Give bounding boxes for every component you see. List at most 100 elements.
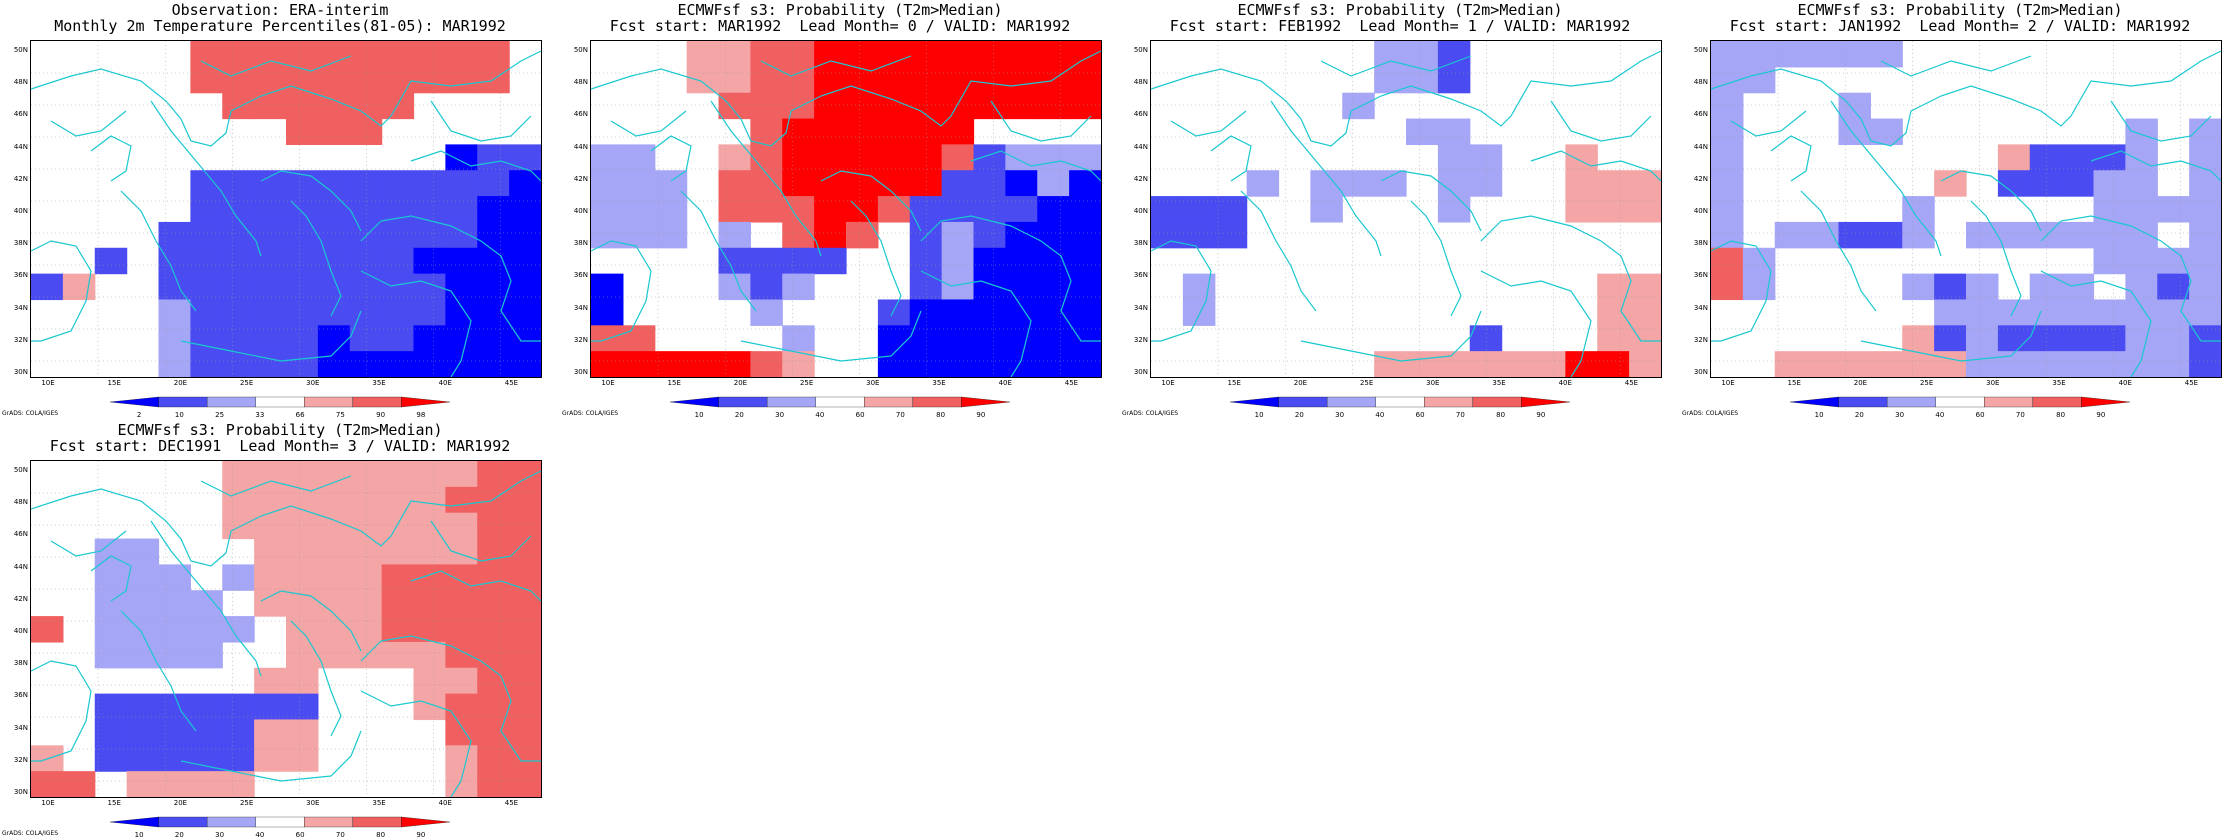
shaded-cell — [2093, 299, 2126, 326]
shaded-cell — [782, 273, 815, 301]
shaded-cell — [286, 273, 319, 301]
coastline — [31, 470, 541, 567]
shaded-cell — [1069, 170, 1101, 197]
lon-label: 25E — [239, 379, 254, 387]
shaded-cell — [1711, 221, 1744, 249]
shaded-cell — [1711, 273, 1744, 301]
shaded-cell — [158, 641, 191, 669]
shaded-cell — [877, 41, 911, 68]
shaded-cell — [846, 66, 879, 94]
shaded-cell — [349, 273, 383, 301]
shaded-cell — [222, 196, 255, 223]
shaded-cell — [254, 719, 287, 746]
lon-label: 45E — [2184, 379, 2199, 387]
colorbar-label: 90 — [976, 411, 986, 419]
shaded-cell — [1005, 351, 1038, 377]
colorbar-swatch — [158, 396, 208, 408]
shaded-cell — [413, 351, 446, 377]
shaded-cell — [477, 461, 510, 488]
coastline — [1860, 310, 2042, 362]
shaded-cell — [477, 641, 510, 669]
shaded-cell — [445, 66, 478, 94]
shaded-cell — [1870, 351, 1903, 377]
colorbar-label: 80 — [376, 831, 386, 839]
coastline — [120, 610, 197, 732]
coastline — [710, 100, 822, 257]
shaded-cell — [381, 461, 415, 488]
colorbar-swatch — [1838, 396, 1888, 408]
shaded-cell — [1037, 144, 1070, 171]
panel-subtitle: Fcst start: FEB1992 Lead Month= 1 / VALI… — [1169, 17, 1631, 35]
shaded-cell — [381, 299, 415, 326]
shaded-cell — [2125, 273, 2158, 301]
shaded-cell — [877, 299, 911, 326]
shaded-cell — [686, 351, 720, 377]
lat-label: 32N — [1133, 335, 1148, 344]
lat-label: 40N — [1693, 207, 1708, 215]
shaded-cell — [686, 66, 720, 94]
shaded-cell — [222, 299, 255, 326]
shaded-cell — [126, 745, 160, 772]
colorbar-label: 30 — [1335, 411, 1345, 419]
coastline — [1880, 55, 2032, 77]
shaded-cell — [782, 221, 815, 249]
lat-label: 36N — [13, 691, 28, 700]
shaded-cell — [2093, 144, 2126, 171]
shaded-cell — [1629, 273, 1661, 301]
shaded-cell — [509, 221, 541, 249]
lat-label: 38N — [13, 239, 28, 248]
shaded-cell — [1437, 170, 1471, 197]
shaded-cell — [477, 196, 510, 223]
shaded-cell — [909, 273, 943, 301]
shaded-cell — [381, 170, 415, 197]
shaded-cell — [622, 351, 656, 377]
shaded-cell — [1774, 351, 1808, 377]
coastline — [1151, 50, 1661, 147]
grads-credit: GrADS: COLA/IGES — [1122, 410, 1179, 417]
shaded-cell — [2157, 196, 2190, 223]
shaded-cell — [190, 273, 223, 301]
shaded-cell — [1069, 351, 1101, 377]
colorbar-label: 66 — [295, 411, 305, 419]
shaded-cell — [381, 247, 415, 275]
lat-label: 36N — [573, 271, 588, 280]
shaded-cell — [445, 299, 478, 326]
shaded-cell — [1997, 144, 2031, 171]
shaded-cell — [814, 144, 847, 171]
shaded-cell — [222, 351, 255, 377]
colorbar-label: 98 — [416, 411, 426, 419]
shaded-cell — [1069, 196, 1101, 223]
shaded-cell — [1597, 351, 1630, 377]
lat-label: 32N — [13, 755, 28, 764]
shaded-cell — [941, 118, 975, 145]
shaded-cell — [2093, 221, 2126, 249]
coastline — [1480, 270, 1592, 377]
shaded-cell — [349, 299, 383, 326]
shaded-cell — [750, 92, 783, 120]
coastline — [970, 150, 1101, 182]
shaded-cell — [158, 616, 191, 643]
coastline — [1830, 100, 1942, 257]
colorbar-swatch — [1278, 396, 1328, 408]
shaded-cell — [1902, 221, 1935, 249]
shaded-cell — [1870, 221, 1903, 249]
shaded-cell — [445, 170, 478, 197]
coastline — [2040, 215, 2221, 342]
colorbar-label: 10 — [1814, 411, 1824, 419]
shaded-cell — [158, 247, 191, 275]
shaded-cell — [317, 118, 351, 145]
shaded-cell — [1565, 170, 1598, 197]
shaded-cell — [254, 299, 287, 326]
shaded-cell — [190, 247, 223, 275]
lon-label: 30E — [1426, 379, 1440, 387]
lat-label: 30N — [1693, 368, 1708, 376]
shaded-cell — [877, 118, 911, 145]
shaded-cell — [158, 590, 191, 617]
shaded-cell — [941, 41, 975, 68]
lon-label: 30E — [866, 379, 880, 387]
shaded-cell — [2029, 221, 2063, 249]
colorbar-label: 20 — [1294, 411, 1304, 419]
lat-label: 50N — [13, 466, 28, 474]
colorbar-swatch — [304, 396, 354, 408]
shaded-cell — [1069, 299, 1101, 326]
